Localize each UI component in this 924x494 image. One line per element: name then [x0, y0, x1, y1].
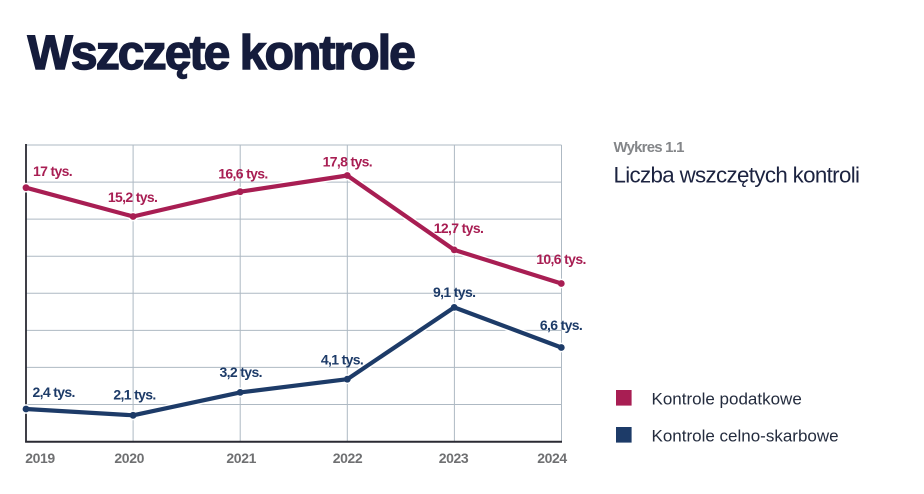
- svg-text:15,2 tys.: 15,2 tys.: [108, 189, 157, 205]
- svg-text:Liczba wszczętych kontroli: Liczba wszczętych kontroli: [614, 163, 860, 188]
- svg-text:2022: 2022: [333, 450, 363, 466]
- svg-text:2024: 2024: [537, 450, 567, 466]
- svg-text:2023: 2023: [439, 450, 469, 466]
- svg-text:9,1 tys.: 9,1 tys.: [433, 284, 475, 300]
- svg-text:Wszczęte kontrole: Wszczęte kontrole: [28, 27, 416, 80]
- svg-text:Kontrole podatkowe: Kontrole podatkowe: [652, 390, 802, 409]
- svg-text:12,7 tys.: 12,7 tys.: [434, 220, 483, 236]
- svg-text:6,6 tys.: 6,6 tys.: [540, 317, 582, 333]
- svg-text:Kontrole celno-skarbowe: Kontrole celno-skarbowe: [652, 427, 839, 446]
- svg-text:17 tys.: 17 tys.: [33, 163, 72, 179]
- svg-text:Wykres 1.1: Wykres 1.1: [614, 139, 685, 156]
- svg-text:3,2 tys.: 3,2 tys.: [220, 364, 262, 380]
- svg-text:2020: 2020: [114, 450, 144, 466]
- svg-text:17,8 tys.: 17,8 tys.: [323, 153, 372, 169]
- svg-text:4,1 tys.: 4,1 tys.: [321, 352, 363, 368]
- svg-text:10,6 tys.: 10,6 tys.: [536, 251, 585, 267]
- svg-text:2,4 tys.: 2,4 tys.: [33, 384, 75, 400]
- svg-text:2021: 2021: [226, 450, 256, 466]
- svg-text:2,1 tys.: 2,1 tys.: [113, 387, 155, 403]
- svg-text:2019: 2019: [25, 450, 55, 466]
- svg-text:16,6 tys.: 16,6 tys.: [218, 165, 267, 181]
